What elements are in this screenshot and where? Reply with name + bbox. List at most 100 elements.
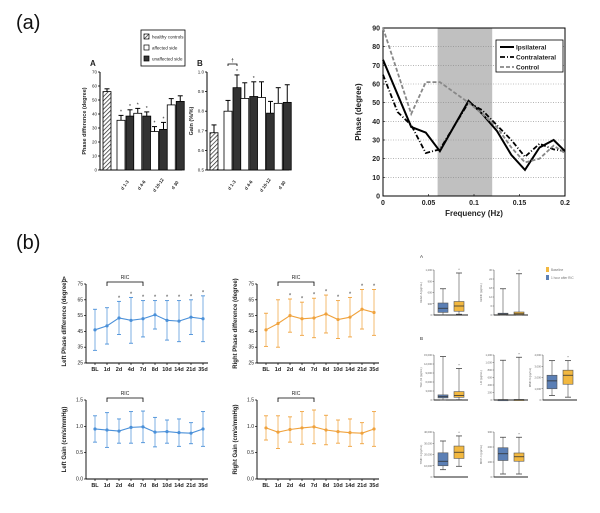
bar-affected-side [133, 112, 143, 171]
significance-marker: * [349, 292, 352, 298]
data-point [336, 430, 340, 434]
bar-affected-side [273, 102, 283, 171]
legend-swatch [143, 55, 150, 62]
y-tick-label: 20 [92, 140, 98, 145]
y-axis-label: GDNF (pg/mL) [479, 283, 483, 301]
x-tick-label: 0.15 [513, 200, 527, 207]
bar-affected-side [166, 104, 176, 171]
x-tick-label: 4d [299, 367, 305, 373]
x-tick-label: 0.05 [422, 200, 436, 207]
legend-label: Contralateral [516, 55, 556, 62]
y-tick-label: 0 [540, 398, 542, 402]
box-after-ric [437, 302, 449, 313]
data-point [336, 317, 340, 322]
significance-marker: * [567, 355, 569, 360]
y-tick-label: 900 [428, 279, 433, 283]
data-point [372, 310, 376, 315]
y-tick-label: 70 [92, 70, 98, 75]
y-tick-label: 10 [92, 154, 98, 159]
data-point [189, 431, 193, 435]
bar-unaffected-side [159, 128, 168, 171]
x-tick-label: 1d [275, 483, 281, 489]
line-ipsilateral [382, 59, 566, 172]
bar-affected-side [257, 97, 266, 171]
panel-label-b: (b) [16, 232, 41, 254]
data-point [117, 316, 121, 320]
y-tick-label: 20 [372, 156, 380, 163]
x-tick-label: BL [91, 483, 99, 489]
y-tick-label: 0.0 [247, 477, 254, 483]
panel-label-a: (a) [16, 12, 41, 34]
y-axis-label: VEGF-A (pg/mL) [419, 282, 423, 303]
y-axis-label: TGF-β1 (pg/mL) [419, 367, 423, 387]
y-tick-label: 600 [428, 291, 433, 295]
y-tick-label: 3,000 [535, 364, 542, 368]
y-axis-label: Right Phase difference (degree) [233, 278, 239, 368]
y-tick-label: 35 [77, 345, 83, 351]
data-point [153, 430, 157, 434]
data-point [264, 426, 268, 430]
ric-bracket [106, 281, 144, 286]
x-tick-label: d 1-3 [227, 179, 237, 191]
x-tick-label: 8d [323, 367, 329, 373]
significance-marker: * [154, 121, 156, 127]
data-point [177, 431, 181, 435]
data-point [300, 317, 304, 321]
x-tick-label: 21d [357, 367, 366, 373]
legend-label: Ipsilateral [516, 45, 547, 52]
y-tick-label: 75 [248, 282, 254, 288]
data-point [288, 314, 292, 318]
x-tick-label: d 30 [277, 180, 287, 191]
legend-label: affected side [152, 46, 178, 51]
panel-letter: A [62, 277, 67, 283]
x-tick-label: BL [91, 367, 99, 373]
data-point [153, 313, 157, 317]
significance-marker: * [518, 351, 520, 356]
bar-unaffected-side [232, 87, 242, 171]
y-tick-label: 6,000 [426, 380, 433, 384]
x-tick-label: 4d [299, 483, 305, 489]
y-tick-label: 30 [92, 126, 98, 131]
y-tick-label: 25 [248, 361, 254, 367]
x-tick-label: 35d [369, 483, 378, 489]
bar-unaffected-side [175, 101, 185, 171]
section-letter-B: B [420, 336, 423, 341]
y-axis-label: Phase (degree) [354, 83, 363, 141]
ric-label: RIC [292, 391, 301, 397]
panel-letter: B [197, 59, 203, 68]
ric-label: RIC [292, 275, 301, 281]
y-tick-label: 300 [488, 430, 493, 434]
mean-line [265, 426, 375, 434]
data-point [165, 430, 169, 434]
y-tick-label: 1,000 [535, 387, 542, 391]
y-tick-label: 600 [488, 376, 493, 380]
data-point [276, 321, 280, 326]
x-tick-label: 8d [152, 367, 158, 373]
x-tick-label: 2d [287, 483, 293, 489]
y-tick-label: 50 [92, 98, 98, 103]
data-point [360, 431, 364, 435]
ric-bracket [106, 397, 144, 402]
y-tick-label: 45 [77, 329, 83, 335]
bar-affected-side [223, 110, 233, 171]
y-tick-label: 45 [248, 329, 254, 335]
x-tick-label: 1d [104, 483, 110, 489]
y-tick-label: 2,000 [535, 376, 542, 380]
significance-marker: * [236, 69, 238, 75]
y-tick-label: 1,200 [486, 353, 493, 357]
data-point [324, 312, 328, 316]
x-tick-label: 0.1 [469, 200, 479, 207]
y-tick-label: 10,000 [424, 464, 432, 468]
significance-marker: * [458, 363, 460, 368]
x-tick-label: 2d [116, 483, 122, 489]
y-tick-label: 0.5 [198, 168, 205, 173]
y-tick-label: 0.5 [247, 450, 254, 456]
significance-marker: * [154, 295, 157, 301]
y-tick-label: 0.8 [198, 109, 205, 114]
y-tick-label: 0 [491, 398, 493, 402]
y-tick-label: 12 [489, 295, 492, 299]
y-tick-label: 50 [372, 100, 380, 107]
y-tick-label: 40,000 [424, 430, 432, 434]
panel-letter: A [90, 59, 96, 68]
x-tick-label: 2d [116, 367, 122, 373]
